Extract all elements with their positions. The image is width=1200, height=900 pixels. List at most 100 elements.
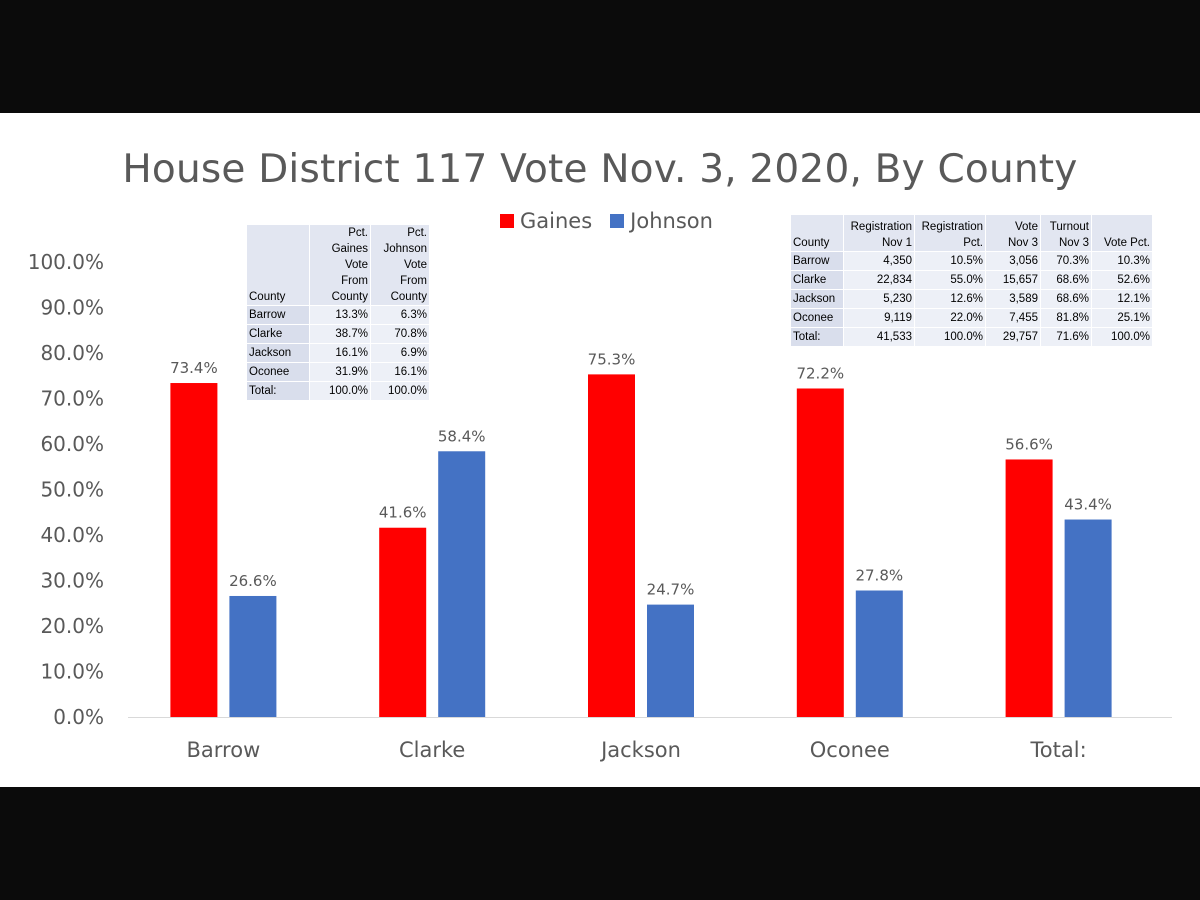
table-cell: 16.1%: [309, 343, 371, 363]
table-cell: 52.6%: [1091, 270, 1153, 290]
table-cell: 22.0%: [914, 308, 986, 328]
table-cell: Clarke: [247, 324, 310, 344]
table-cell: 81.8%: [1040, 308, 1092, 328]
y-tick-label: 100.0%: [28, 250, 104, 274]
bar-chart: 0.0% 10.0% 20.0% 30.0% 40.0% 50.0% 60.0% 70.0% 8…: [28, 250, 1172, 762]
table-row: Clarke 38.7% 70.8%: [247, 324, 430, 344]
bar-johnson-clarke: [438, 451, 486, 717]
table-cell: 3,589: [985, 289, 1041, 309]
bar-johnson-total: [1064, 519, 1112, 717]
bar-johnson-jackson: [647, 604, 694, 717]
data-label: 56.6%: [1005, 435, 1053, 453]
table-cell: 10.5%: [914, 251, 986, 271]
table-cell: 100.0%: [914, 327, 986, 347]
data-label: 75.3%: [588, 350, 636, 368]
table-cell: 38.7%: [309, 324, 371, 344]
table-row: Jackson 5,230 12.6% 3,589 68.6% 12.1%: [791, 289, 1153, 309]
table-header-cell: County: [791, 215, 844, 252]
table-cell: 13.3%: [309, 305, 371, 325]
table-cell: 71.6%: [1040, 327, 1092, 347]
table-cell: 22,834: [843, 270, 915, 290]
table-row: Oconee 9,119 22.0% 7,455 81.8% 25.1%: [791, 308, 1153, 328]
table-cell: Barrow: [247, 305, 310, 325]
table-cell: 9,119: [843, 308, 915, 328]
category-label: Jackson: [599, 738, 681, 762]
table-cell: 68.6%: [1040, 270, 1092, 290]
table-row: Jackson 16.1% 6.9%: [247, 343, 430, 363]
legend-label-johnson: Johnson: [630, 209, 713, 233]
table-header-cell: Pct. Johnson Vote From County: [370, 225, 430, 306]
table-cell: Jackson: [247, 343, 310, 363]
table-cell: 6.3%: [370, 305, 430, 325]
table-header-cell: Registration Nov 1: [843, 215, 915, 252]
category-label: Clarke: [399, 738, 465, 762]
chart-title: House District 117 Vote Nov. 3, 2020, By…: [122, 147, 1078, 192]
data-label: 41.6%: [379, 504, 427, 522]
legend-item-johnson: Johnson: [610, 209, 713, 233]
legend-label-gaines: Gaines: [520, 209, 593, 233]
table-header-cell: County: [247, 225, 310, 306]
y-tick-label: 40.0%: [40, 523, 104, 547]
bar-gaines-barrow: [170, 383, 218, 717]
y-tick-label: 20.0%: [40, 614, 104, 638]
y-tick-label: 60.0%: [40, 432, 104, 456]
table-cell: 10.3%: [1091, 251, 1153, 271]
table-cell: Total:: [791, 327, 844, 347]
table-cell: 100.0%: [1091, 327, 1153, 347]
data-label: 27.8%: [855, 567, 903, 585]
data-label: 72.2%: [796, 364, 844, 382]
bar-gaines-total: [1005, 459, 1053, 717]
y-tick-label: 50.0%: [40, 478, 104, 502]
table-header-cell: Registration Pct.: [914, 215, 986, 252]
table-cell: 12.6%: [914, 289, 986, 309]
data-label: 24.7%: [647, 581, 695, 599]
table-cell: Oconee: [791, 308, 844, 328]
data-label: 26.6%: [229, 572, 277, 590]
y-tick-label: 90.0%: [40, 296, 104, 320]
chart-legend: Gaines Johnson: [500, 209, 731, 233]
table-cell: 5,230: [843, 289, 915, 309]
legend-swatch-gaines: [500, 214, 514, 228]
table-header-cell: Vote Nov 3: [985, 215, 1041, 252]
table-row: Oconee 31.9% 16.1%: [247, 362, 430, 382]
table-cell: 100.0%: [309, 381, 371, 401]
table-cell: 3,056: [985, 251, 1041, 271]
bar-johnson-barrow: [229, 595, 277, 717]
table-cell: 100.0%: [370, 381, 430, 401]
legend-item-gaines: Gaines: [500, 209, 592, 233]
table-cell: 55.0%: [914, 270, 986, 290]
table-cell: 68.6%: [1040, 289, 1092, 309]
legend-swatch-johnson: [610, 214, 625, 228]
table-cell: 12.1%: [1091, 289, 1153, 309]
table-cell: 70.3%: [1040, 251, 1092, 271]
data-label: 73.4%: [170, 359, 218, 377]
table-cell: 4,350: [843, 251, 915, 271]
table-cell: 16.1%: [370, 362, 430, 382]
table-row: Total: 100.0% 100.0%: [247, 381, 430, 401]
table-cell: Barrow: [791, 251, 844, 271]
bar-johnson-oconee: [855, 590, 903, 717]
table-cell: 6.9%: [370, 343, 430, 363]
table-cell: 29,757: [985, 327, 1041, 347]
bar-gaines-clarke: [379, 527, 427, 717]
category-label: Total:: [1030, 738, 1087, 762]
vote-from-county-table: County Pct. Gaines Vote From County Pct. Johnso…: [247, 225, 430, 401]
table-header-cell: Pct. Gaines Vote From County: [309, 225, 371, 306]
table-header-row: County Registration Nov 1 Registration Pct. V…: [791, 215, 1153, 252]
y-tick-label: 10.0%: [40, 660, 104, 684]
y-tick-label: 0.0%: [53, 705, 104, 729]
data-label: 58.4%: [438, 427, 486, 445]
table-cell: 31.9%: [309, 362, 371, 382]
y-tick-label: 80.0%: [40, 341, 104, 365]
y-tick-label: 70.0%: [40, 387, 104, 411]
table-header-cell: Vote Pct.: [1091, 215, 1153, 252]
chart-panel: 0.0% 10.0% 20.0% 30.0% 40.0% 50.0% 60.0% 70.0% 8…: [0, 113, 1200, 787]
bar-gaines-oconee: [796, 388, 844, 717]
category-label: Oconee: [810, 738, 890, 762]
table-row: Barrow 4,350 10.5% 3,056 70.3% 10.3%: [791, 251, 1153, 271]
table-row: Barrow 13.3% 6.3%: [247, 305, 430, 325]
table-cell: 70.8%: [370, 324, 430, 344]
y-tick-label: 30.0%: [40, 569, 104, 593]
table-cell: Jackson: [791, 289, 844, 309]
table-cell: Oconee: [247, 362, 310, 382]
